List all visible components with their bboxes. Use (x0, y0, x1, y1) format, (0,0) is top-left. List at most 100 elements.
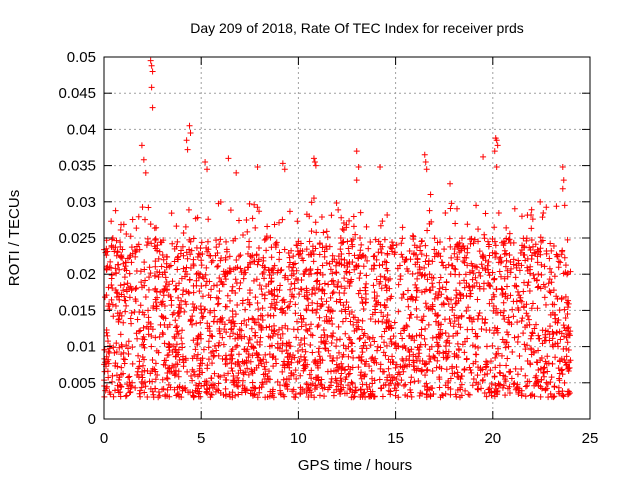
data-point (120, 349, 127, 356)
x-tick-label: 5 (197, 430, 205, 447)
data-point (196, 367, 203, 374)
data-point (312, 376, 319, 383)
data-point (261, 376, 268, 383)
data-point (225, 155, 232, 162)
data-point (141, 259, 148, 266)
data-point (150, 391, 157, 398)
data-point (368, 265, 375, 272)
data-point (173, 285, 180, 292)
data-point (551, 393, 558, 400)
data-point (546, 288, 553, 295)
data-point (159, 251, 166, 258)
data-point (151, 272, 158, 279)
data-point (532, 380, 539, 387)
data-point (491, 148, 498, 155)
data-point (470, 376, 477, 383)
data-point (524, 342, 531, 349)
data-point (528, 305, 535, 312)
data-point (105, 338, 112, 345)
data-point (323, 228, 330, 235)
data-point (128, 259, 135, 266)
data-point (565, 367, 572, 374)
data-point (423, 304, 430, 311)
data-point (521, 341, 528, 348)
data-point (377, 164, 384, 171)
data-point (341, 367, 348, 374)
data-point (114, 248, 121, 255)
data-point (364, 257, 371, 264)
data-point (190, 392, 197, 399)
data-point (454, 369, 461, 376)
data-point (267, 234, 274, 241)
data-point (390, 242, 397, 249)
data-point (205, 338, 212, 345)
data-point (245, 350, 252, 357)
data-point (290, 326, 297, 333)
data-point (319, 287, 326, 294)
data-point (547, 390, 554, 397)
data-point (171, 386, 178, 393)
data-point (190, 235, 197, 242)
data-point (352, 231, 359, 238)
data-point (434, 339, 440, 346)
data-point (189, 301, 196, 308)
data-point (493, 250, 500, 257)
data-point (126, 373, 133, 380)
data-point (537, 198, 544, 205)
data-point (221, 271, 228, 278)
data-point (123, 302, 130, 309)
x-tick-label: 20 (484, 430, 501, 447)
data-point (190, 393, 197, 400)
data-point (373, 276, 380, 283)
data-point (274, 293, 281, 300)
data-point (302, 364, 309, 371)
data-point (419, 237, 426, 244)
data-point (302, 321, 309, 328)
data-point (133, 267, 140, 274)
data-point (337, 375, 344, 382)
data-point (255, 306, 262, 313)
data-point (182, 384, 189, 391)
data-point (389, 353, 396, 360)
data-point (246, 238, 253, 245)
data-point (308, 367, 315, 374)
data-point (106, 306, 113, 313)
data-point (166, 364, 173, 371)
data-point (126, 270, 133, 277)
data-point (180, 265, 187, 272)
data-point (421, 335, 428, 342)
data-point (429, 334, 436, 341)
data-point (384, 267, 391, 274)
data-point (467, 293, 474, 300)
data-point (260, 371, 267, 378)
data-point (124, 255, 131, 262)
data-point (263, 247, 270, 254)
data-point (303, 381, 310, 388)
data-point (504, 355, 511, 362)
data-point (226, 265, 233, 272)
data-point (346, 283, 353, 290)
data-point (139, 362, 146, 369)
data-point (523, 310, 530, 317)
data-point (499, 290, 506, 297)
data-point (122, 393, 129, 400)
data-point (120, 287, 127, 294)
data-point (102, 294, 108, 301)
data-point (176, 280, 183, 287)
data-point (441, 316, 448, 323)
data-point (279, 305, 286, 312)
data-point (229, 368, 236, 375)
data-point (229, 346, 236, 353)
data-point (474, 372, 481, 379)
data-point (467, 287, 474, 294)
data-point (379, 318, 386, 325)
data-point (560, 322, 567, 329)
data-point (199, 314, 206, 321)
data-point (202, 158, 209, 165)
data-point (234, 302, 241, 309)
data-point (350, 223, 357, 230)
data-point (344, 390, 351, 397)
data-point (459, 243, 466, 250)
data-point (539, 214, 546, 221)
